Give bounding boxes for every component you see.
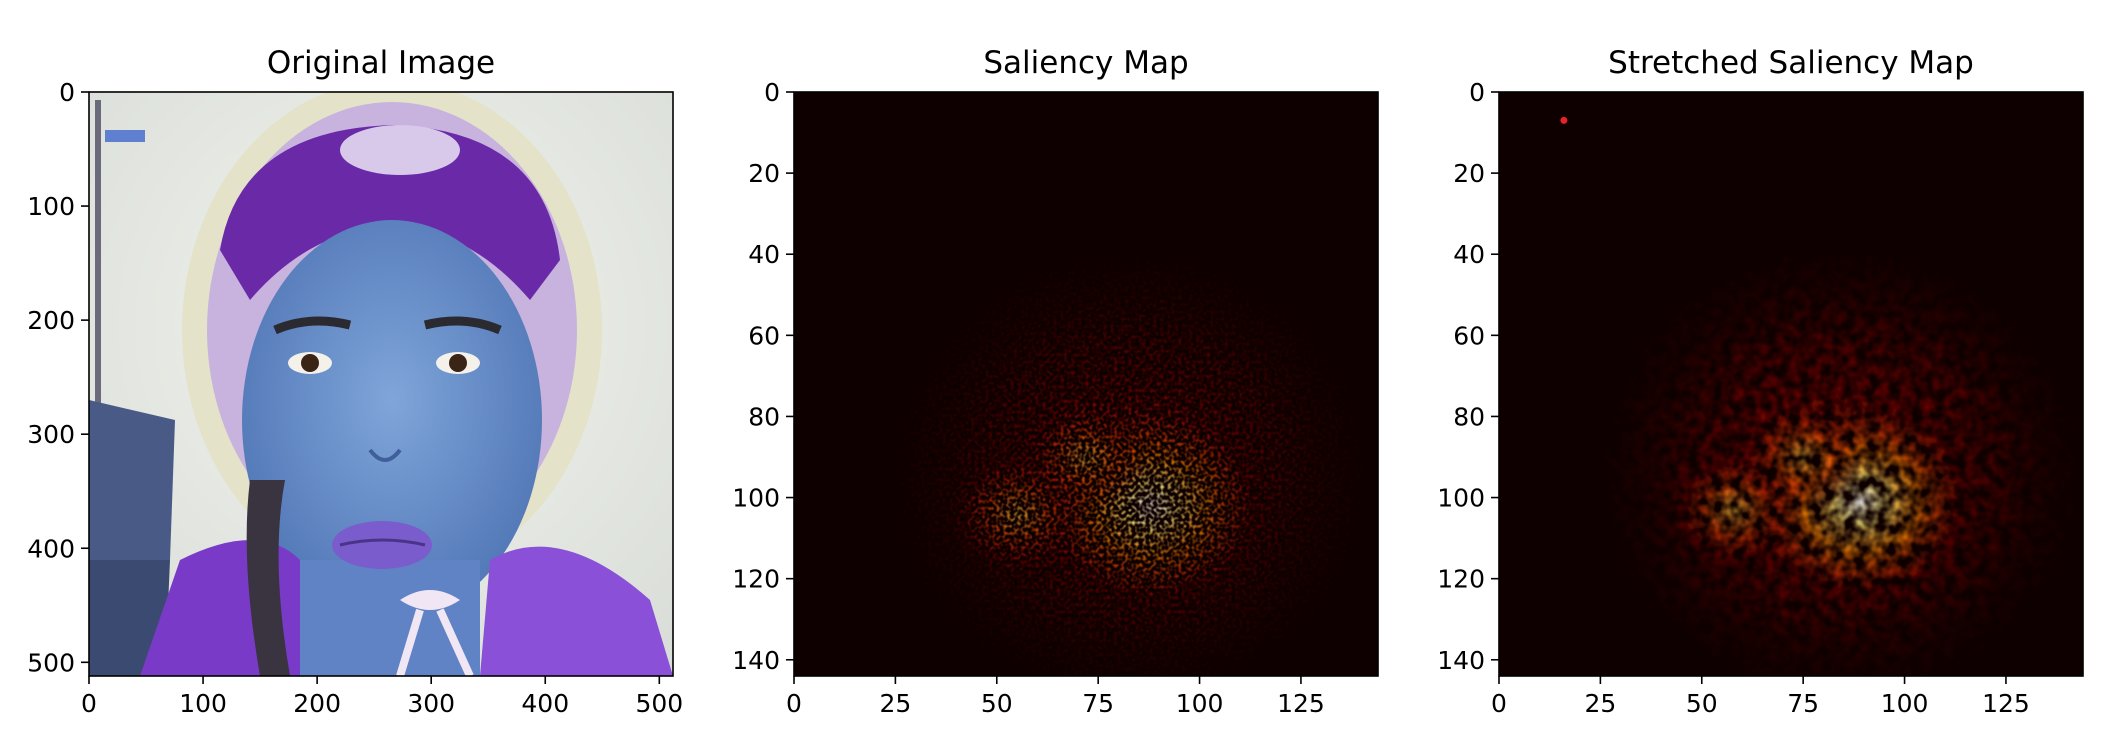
stretched-ytick-label: 100 <box>1437 484 1485 513</box>
title-stretched: Stretched Saliency Map <box>1608 45 1974 81</box>
stretched-xtick-label: 100 <box>1881 689 1929 718</box>
original-photo <box>89 92 673 676</box>
original-axes-frame <box>88 91 674 677</box>
saliency-hotspot <box>1024 401 1148 513</box>
original-xtick-label: 200 <box>293 689 341 718</box>
saliency-ytick-label: 60 <box>748 321 780 350</box>
saliency-ytick-label: 100 <box>732 484 780 513</box>
stretched-xtick-label: 75 <box>1787 689 1819 718</box>
stretched-ytick-label: 20 <box>1453 159 1485 188</box>
stretched-ytick-label: 140 <box>1437 646 1485 675</box>
stretched-hotspot <box>1741 401 1865 513</box>
saliency-heatmap <box>794 92 1378 676</box>
stretched-xtick-label: 50 <box>1686 689 1718 718</box>
stretched-ytick-label: 80 <box>1453 402 1485 431</box>
stretched-xtick-label: 125 <box>1982 689 2030 718</box>
original-ytick-label: 400 <box>27 534 75 563</box>
saliency-xtick-label: 125 <box>1277 689 1325 718</box>
saliency-xtick-label: 100 <box>1176 689 1224 718</box>
saliency-ytick-label: 0 <box>764 78 780 107</box>
original-ytick-label: 300 <box>27 420 75 449</box>
original-xtick-label: 400 <box>521 689 569 718</box>
original-xtick-label: 100 <box>179 689 227 718</box>
panel-stretched: Stretched Saliency Map 0 25 50 75 100 125 0 20 4… <box>1437 45 2084 718</box>
stretched-axes-frame <box>1498 91 2084 677</box>
title-saliency: Saliency Map <box>983 45 1188 81</box>
stretched-xtick-label: 25 <box>1584 689 1616 718</box>
original-xtick-label: 0 <box>81 689 97 718</box>
stretched-ytick-label: 120 <box>1437 565 1485 594</box>
saliency-xtick-label: 25 <box>879 689 911 718</box>
stretched-ytick-label: 40 <box>1453 240 1485 269</box>
saliency-xtick-label: 0 <box>786 689 802 718</box>
original-xtick-label: 500 <box>635 689 683 718</box>
panel-saliency: Saliency Map 0 25 50 75 100 125 0 20 40 60 80 100 12… <box>732 45 1379 718</box>
saliency-ytick-label: 40 <box>748 240 780 269</box>
stretched-ytick-label: 60 <box>1453 321 1485 350</box>
title-original: Original Image <box>267 45 495 81</box>
original-ytick-label: 0 <box>59 78 75 107</box>
original-ytick-label: 200 <box>27 306 75 335</box>
saliency-xtick-label: 75 <box>1082 689 1114 718</box>
saliency-ytick-label: 20 <box>748 159 780 188</box>
stretched-xtick-label: 0 <box>1491 689 1507 718</box>
stretched-heatmap <box>1499 92 2083 676</box>
original-xtick-label: 300 <box>407 689 455 718</box>
stretched-marker-dot <box>1560 116 1568 124</box>
saliency-ytick-label: 80 <box>748 402 780 431</box>
saliency-axes-frame <box>793 91 1379 677</box>
panel-original: Original Image <box>27 45 683 718</box>
stretched-ytick-label: 0 <box>1469 78 1485 107</box>
saliency-ytick-label: 140 <box>732 646 780 675</box>
original-ytick-label: 500 <box>27 648 75 677</box>
saliency-ytick-label: 120 <box>732 565 780 594</box>
saliency-xtick-label: 50 <box>981 689 1013 718</box>
original-ytick-label: 100 <box>27 192 75 221</box>
